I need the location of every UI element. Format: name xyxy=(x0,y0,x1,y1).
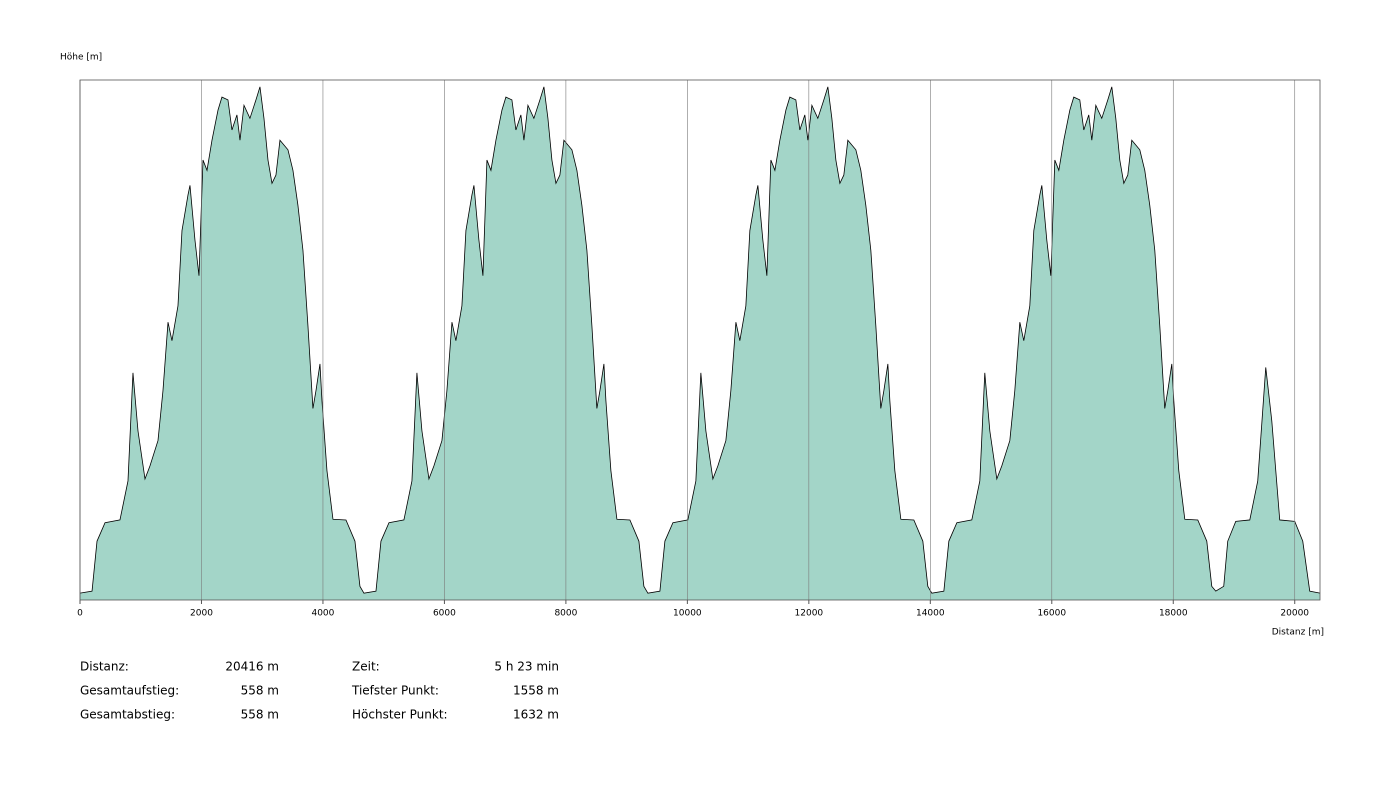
x-tick-label: 4000 xyxy=(311,609,334,619)
plot-frame xyxy=(79,79,1321,601)
stat-value: 558 m xyxy=(241,684,279,698)
x-tick-label: 16000 xyxy=(1037,609,1066,619)
stat-label: Gesamtabstieg: xyxy=(80,708,175,722)
x-tick-label: 6000 xyxy=(433,609,456,619)
profile-line xyxy=(79,86,1321,594)
stat-label: Gesamtaufstieg: xyxy=(80,684,179,698)
x-tick-label: 2000 xyxy=(190,609,213,619)
stat-label: Zeit: xyxy=(352,660,380,674)
stat-label: Höchster Punkt: xyxy=(352,708,448,722)
stat-value: 20416 m xyxy=(225,660,279,674)
stat-value: 1632 m xyxy=(513,708,559,722)
x-tick-label: 18000 xyxy=(1159,609,1188,619)
x-tick-label: 10000 xyxy=(673,609,702,619)
stat-label: Distanz: xyxy=(80,660,129,674)
x-tick-label: 12000 xyxy=(795,609,824,619)
y-axis-title: Höhe [m] xyxy=(60,53,102,63)
x-tick-label: 20000 xyxy=(1280,609,1309,619)
x-tick-label: 8000 xyxy=(554,609,577,619)
x-axis-title: Distanz [m] xyxy=(1272,628,1324,638)
x-tick-label: 14000 xyxy=(916,609,945,619)
stat-value: 558 m xyxy=(241,708,279,722)
x-tick-label: 0 xyxy=(77,609,83,619)
stat-value: 1558 m xyxy=(513,684,559,698)
stat-value: 5 h 23 min xyxy=(494,660,559,674)
area-fill xyxy=(80,86,1320,601)
stat-label: Tiefster Punkt: xyxy=(351,684,439,698)
